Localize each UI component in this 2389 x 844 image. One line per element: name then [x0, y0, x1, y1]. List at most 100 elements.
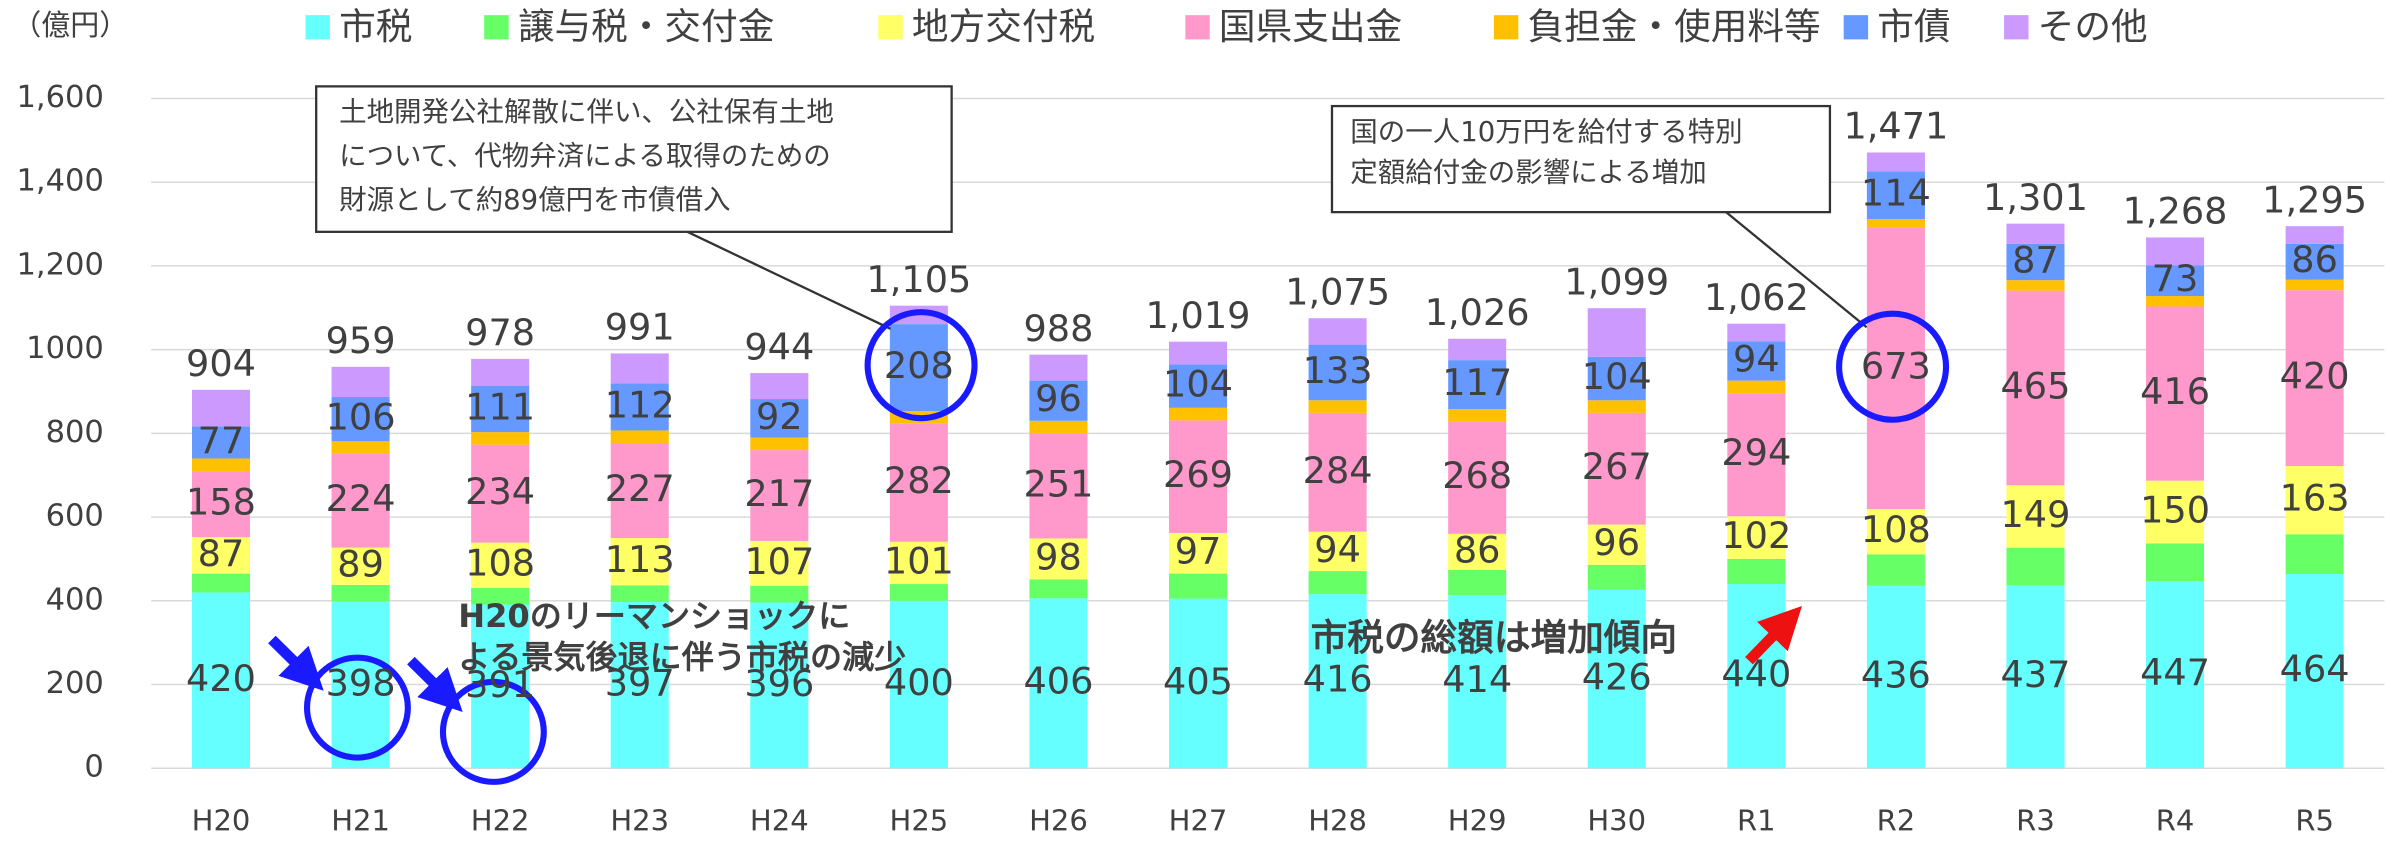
bar-segment [1169, 364, 1228, 408]
data-label: 87 [2012, 239, 2059, 282]
x-tick-label: R4 [2156, 804, 2195, 838]
bar-segment [1587, 412, 1646, 525]
legend-label: 市税 [339, 5, 412, 48]
legend-swatch [1493, 15, 1519, 40]
data-label: 96 [1593, 521, 1640, 564]
bar-segment [750, 437, 809, 451]
data-label: 267 [1582, 445, 1652, 488]
bar-segment [1169, 532, 1228, 574]
legend-swatch [2004, 15, 2029, 40]
data-label: 96 [1035, 377, 1082, 420]
data-label: 406 [1023, 660, 1093, 703]
bar-segment [2285, 466, 2344, 535]
bar-segment [1727, 516, 1786, 559]
bar-segment [1866, 171, 1925, 220]
annotation-text: 市税の総額は増加傾向 [1311, 616, 1677, 659]
bar-segment [1169, 341, 1228, 365]
bar-segment [750, 540, 809, 586]
bar-segment [1587, 564, 1646, 590]
data-label: 133 [1303, 349, 1373, 392]
data-label: 158 [186, 481, 256, 524]
bar-segment [889, 423, 948, 542]
data-label: 102 [1721, 514, 1791, 557]
data-label: 113 [605, 538, 675, 581]
data-label: 217 [744, 472, 814, 515]
data-label: 92 [756, 395, 803, 438]
data-label: 437 [2001, 653, 2071, 696]
data-label: 108 [465, 542, 535, 585]
bar-segment [2146, 543, 2205, 582]
bar-segment [750, 373, 809, 400]
legend-label: 譲与税・交付金 [518, 5, 775, 48]
callout-box [315, 85, 953, 233]
bar-segment [191, 537, 251, 574]
y-tick-label: 200 [46, 666, 104, 701]
x-tick-label: H24 [750, 804, 809, 838]
data-label: 108 [1861, 508, 1931, 551]
bar-segment [1448, 338, 1507, 361]
bar-segment [1448, 421, 1507, 534]
data-label: 86 [2291, 238, 2338, 281]
bar-segment [1308, 531, 1367, 572]
total-label: 1,099 [1564, 261, 1669, 304]
annotation-text: について、代物弁済による取得のための [339, 141, 831, 172]
x-tick-label: H29 [1448, 804, 1507, 838]
annotation-text: 財源として約89億円を市債借入 [339, 185, 730, 216]
y-unit: （億円） [12, 8, 128, 42]
arrow [268, 635, 324, 691]
highlight-circle [303, 654, 411, 761]
callout-box [1330, 104, 1832, 214]
data-label: 400 [884, 661, 954, 704]
bar-segment [610, 538, 669, 586]
y-tick-label: 0 [84, 750, 103, 785]
legend-label: 地方交付税 [912, 5, 1095, 48]
bar-segment [471, 444, 530, 543]
x-tick-label: H30 [1587, 804, 1646, 838]
data-label: 416 [2140, 370, 2210, 413]
bar-segment [2146, 237, 2205, 266]
y-tick-label: 1,400 [16, 164, 103, 199]
bar-segment [191, 426, 251, 459]
bar-segment [1866, 554, 1925, 586]
bar-segment [2006, 280, 2065, 291]
bar-segment [331, 441, 390, 454]
bar-segment [1587, 400, 1646, 413]
data-label: 464 [2280, 648, 2350, 691]
bar-segment [1727, 323, 1786, 342]
x-tick-label: H20 [192, 804, 251, 838]
data-label: 112 [605, 384, 675, 427]
data-label: 111 [465, 385, 535, 428]
data-label: 94 [1314, 528, 1361, 571]
legend-label: 市債 [1877, 5, 1950, 48]
bar-segment [2146, 306, 2205, 481]
total-label: 991 [605, 306, 675, 349]
x-tick-label: R1 [1737, 804, 1776, 838]
data-label: 107 [744, 540, 814, 583]
data-label: 224 [326, 477, 396, 520]
highlight-circle [864, 309, 978, 422]
bar-segment [191, 592, 251, 769]
data-label: 77 [198, 419, 245, 462]
x-tick-label: H26 [1029, 804, 1088, 838]
bar-segment [1448, 594, 1507, 769]
legend-swatch [1843, 15, 1869, 40]
bar-segment [1587, 308, 1646, 357]
bar-segment [1169, 420, 1228, 533]
data-label: 397 [605, 662, 675, 705]
data-label: 86 [1454, 528, 1501, 571]
legend-swatch [484, 15, 509, 40]
bar-segment [750, 585, 809, 603]
bar-segment [1866, 219, 1925, 228]
data-label: 150 [2140, 489, 2210, 532]
total-label: 978 [465, 311, 535, 354]
bar-segment [1866, 509, 1925, 555]
bar-segment [331, 396, 390, 442]
bar-segment [1587, 524, 1646, 565]
total-label: 1,075 [1285, 271, 1390, 314]
y-tick-label: 1000 [26, 331, 104, 366]
x-tick-label: H27 [1169, 804, 1228, 838]
bar-segment [331, 453, 390, 548]
total-label: 1,301 [1983, 176, 2088, 219]
data-label: 234 [465, 470, 535, 513]
bar-segment [610, 442, 669, 539]
